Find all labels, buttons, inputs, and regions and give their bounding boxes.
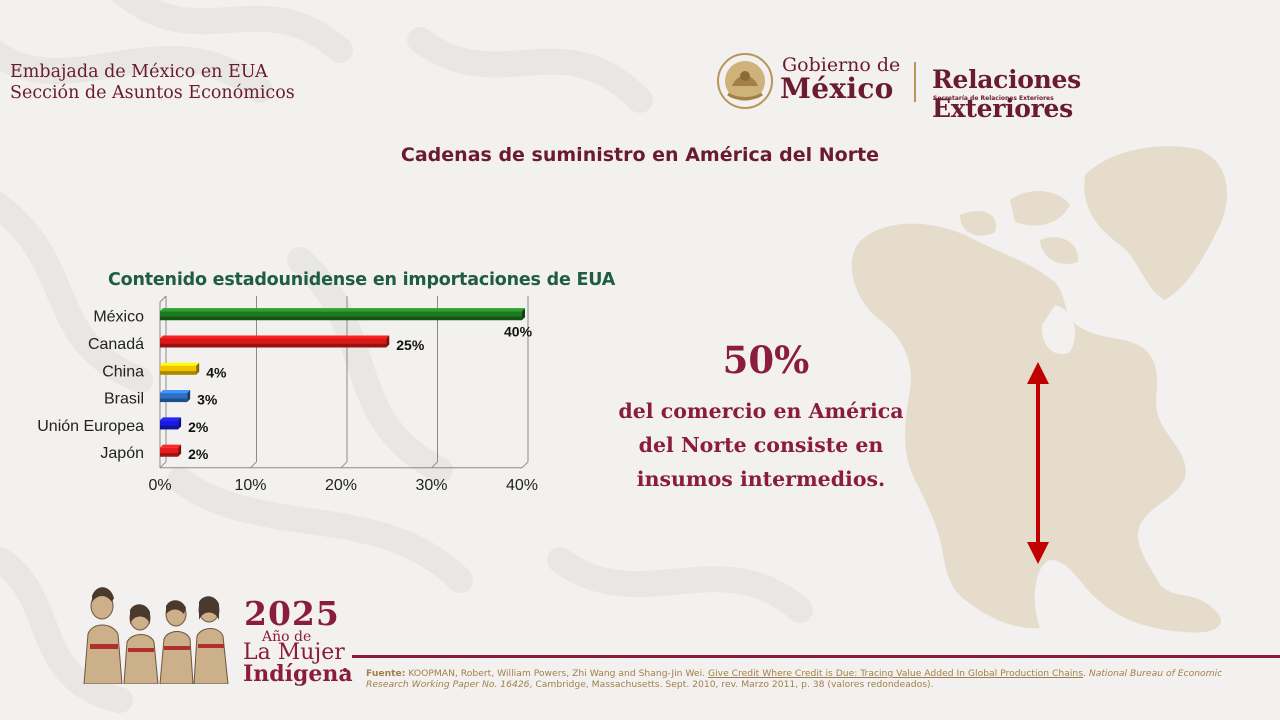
source-authors: KOOPMAN, Robert, William Powers, Zhi Wan… <box>405 668 708 679</box>
category-label: China <box>102 363 144 380</box>
highlight-value: 50% <box>722 338 810 382</box>
bar <box>160 365 197 375</box>
bar-end <box>178 417 182 430</box>
double-arrow-icon <box>1027 362 1049 564</box>
gov-title-line1: Gobierno de <box>782 54 901 76</box>
source-label: Fuente: <box>366 668 406 679</box>
bar <box>160 393 188 403</box>
highlight-line2: del Norte consiste en <box>638 433 884 457</box>
data-label: 2% <box>188 419 209 435</box>
bar-shade <box>160 425 179 430</box>
indigenous-women-illustration <box>83 587 229 684</box>
year-label: 2025 <box>244 594 340 633</box>
logo-divider <box>914 62 916 102</box>
bar <box>160 447 179 457</box>
source-rest: , Cambridge, Massachusetts. Sept. 2010, … <box>529 679 934 690</box>
year-sub: Año de <box>262 629 312 645</box>
bar-shade <box>160 398 188 403</box>
bar-end <box>178 444 182 457</box>
bar <box>160 338 387 348</box>
data-label: 25% <box>396 337 425 353</box>
bar-end <box>196 362 200 375</box>
x-tick-label: 20% <box>325 477 357 494</box>
y-axis-depth <box>159 295 167 303</box>
gov-title-line2: México <box>780 72 894 105</box>
category-label: Japón <box>100 445 144 462</box>
bar <box>160 420 179 430</box>
gridline-floor <box>250 461 257 469</box>
x-tick-label: 0% <box>148 477 171 494</box>
bar-top <box>160 417 182 421</box>
gridline-floor <box>431 461 438 469</box>
chart-title: Contenido estadounidense en importacione… <box>108 270 616 290</box>
bar-shade <box>160 371 197 375</box>
x-tick-label: 30% <box>415 477 447 494</box>
page-title: Cadenas de suministro en América del Nor… <box>400 144 880 166</box>
year-theme-line2: Indígena <box>243 661 353 687</box>
embassy-name: Embajada de México en EUA <box>10 62 268 82</box>
gridline-floor <box>159 461 167 469</box>
bar-chart: 0% 10% 20% 30% 40% México 40% Canadá 25% China 4% B… <box>37 295 538 494</box>
bar-top <box>160 390 191 394</box>
data-label: 40% <box>504 324 533 340</box>
source-sep: . <box>1082 668 1089 679</box>
highlight-line1: del comercio en América <box>618 399 904 423</box>
highlight-line3: insumos intermedios. <box>636 467 886 491</box>
ministry-name: Relaciones Exteriores <box>932 65 1081 123</box>
source-citation: Fuente: KOOPMAN, Robert, William Powers,… <box>366 668 1246 690</box>
footer-divider <box>352 655 1280 658</box>
bar-end <box>187 390 191 403</box>
highlight-text: del comercio en América del Norte consis… <box>596 394 926 496</box>
bar-end <box>522 308 525 321</box>
bar-end <box>386 335 390 348</box>
year-theme-line1: La Mujer <box>243 640 345 665</box>
data-label: 4% <box>206 364 227 380</box>
footer-bullet <box>343 668 347 672</box>
source-series: National Bureau of Economic Research Wor… <box>366 668 1223 690</box>
source-title-link[interactable]: Give Credit Where Credit is Due: Tracing… <box>707 668 1083 679</box>
bar-shade <box>160 343 387 348</box>
embassy-header: Embajada de México en EUA Sección de Asu… <box>10 62 295 104</box>
category-label: Canadá <box>88 336 144 353</box>
bar-top <box>160 444 182 448</box>
bar-top <box>160 362 200 366</box>
data-label: 3% <box>197 392 218 408</box>
government-logo: Gobierno de México Relaciones Exteriores… <box>716 52 1226 123</box>
bar-shade <box>160 316 522 321</box>
x-tick-label: 40% <box>506 477 538 494</box>
embassy-section: Sección de Asuntos Económicos <box>10 83 295 103</box>
bar-shade <box>160 453 179 457</box>
gridline-floor <box>340 461 348 469</box>
category-label: Unión Europea <box>37 418 144 435</box>
bar-top <box>160 308 525 312</box>
category-label: México <box>93 309 144 326</box>
category-label: Brasil <box>104 391 144 408</box>
x-tick-label: 10% <box>234 477 266 494</box>
gridline-floor <box>521 461 529 469</box>
bar <box>160 311 522 321</box>
bar-top <box>160 335 390 339</box>
national-seal-icon <box>717 53 773 109</box>
ministry-subtitle: Secretaría de Relaciones Exteriores <box>933 95 1054 102</box>
data-label: 2% <box>188 446 209 462</box>
